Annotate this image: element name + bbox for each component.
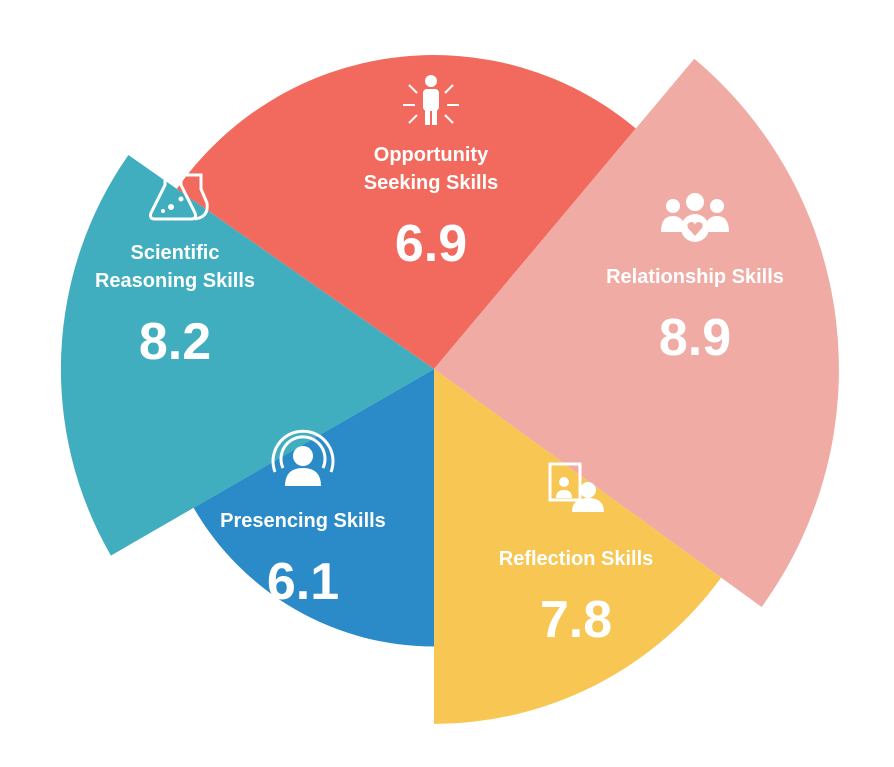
segment-title: Reasoning Skills [95, 270, 255, 292]
person-arrows-icon [403, 75, 459, 125]
segment-presencing-skills [193, 369, 434, 647]
segment-title: Relationship Skills [606, 266, 784, 288]
segment-value: 8.2 [139, 313, 211, 371]
segment-value: 6.9 [395, 215, 467, 273]
segment-title: Reflection Skills [499, 548, 654, 570]
segment-value: 8.9 [659, 309, 731, 367]
segment-reflection-skills [434, 369, 722, 724]
segment-title: Opportunity [374, 144, 489, 166]
segment-value: 6.1 [267, 553, 339, 611]
segment-opportunity-seeking-skills [176, 55, 636, 370]
chart-segments [60, 55, 839, 724]
segment-title: Scientific [131, 242, 220, 264]
mirror-person-icon [548, 462, 604, 512]
segment-value: 7.8 [540, 591, 612, 649]
presence-radar-icon [271, 429, 335, 486]
segment-title: Presencing Skills [220, 510, 386, 532]
group-heart-icon [661, 193, 729, 242]
flasks-icon [149, 161, 209, 221]
segment-title: Seeking Skills [364, 172, 499, 194]
chart-labels: Opportunity Seeking Skills 6.9 Relationship… [95, 75, 784, 649]
segment-scientific-reasoning-skills [60, 155, 434, 556]
segment-relationship-skills [434, 58, 839, 608]
